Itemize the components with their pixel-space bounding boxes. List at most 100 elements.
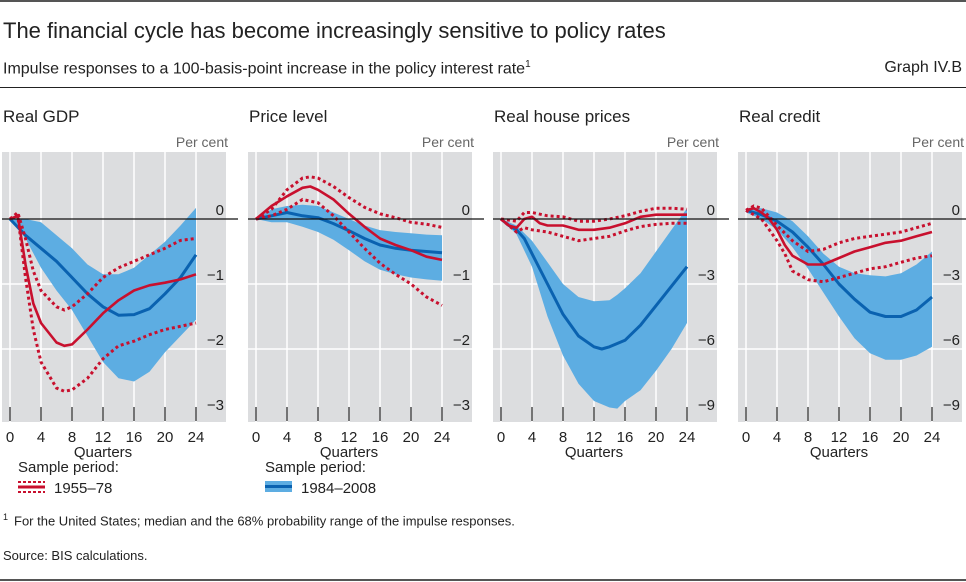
x-tick-label: 24 — [434, 429, 451, 446]
plot-marks — [255, 175, 443, 307]
y-unit-label: Per cent — [667, 134, 719, 150]
bottom-rule — [0, 579, 966, 581]
legend-label: 1955–78 — [54, 480, 112, 497]
x-tick-label: 24 — [924, 429, 941, 446]
footnote: 1 For the United States; median and the 6… — [3, 512, 515, 528]
x-tick-label: 8 — [314, 429, 322, 446]
y-tick-label: 0 — [707, 202, 715, 219]
x-tick-label: 12 — [586, 429, 603, 446]
source-note: Source: BIS calculations. — [3, 548, 148, 563]
y-tick-label: −3 — [207, 397, 224, 414]
graph-id: Graph IV.B — [884, 59, 962, 76]
range-line-1955-78 — [255, 197, 443, 307]
y-tick-label: −1 — [207, 267, 224, 284]
y-tick-label: −2 — [453, 332, 470, 349]
range-line-1955-78 — [500, 217, 687, 243]
y-tick-label: −9 — [698, 397, 715, 414]
range-line-1955-78 — [745, 204, 933, 254]
x-tick-label: 4 — [37, 429, 45, 446]
x-tick-label: 0 — [252, 429, 260, 446]
x-axis-label: Quarters — [565, 444, 623, 461]
y-tick-label: −3 — [943, 267, 960, 284]
y-unit-label: Per cent — [422, 134, 474, 150]
x-tick-label: 12 — [341, 429, 358, 446]
x-axis-label: Quarters — [320, 444, 378, 461]
footnote-mark: 1 — [3, 512, 9, 522]
range-line-1955-78 — [500, 206, 688, 223]
x-tick-label: 4 — [283, 429, 291, 446]
legend-heading: Sample period: — [265, 459, 366, 476]
panel-real-house-prices: Real house prices Per cent 0 4 8 12 16 20 24 Quar… — [493, 107, 729, 461]
x-axis-label: Quarters — [74, 444, 132, 461]
y-tick-label: −6 — [698, 332, 715, 349]
x-tick-label: 16 — [862, 429, 879, 446]
header-rule — [0, 87, 966, 88]
y-tick-label: 0 — [216, 202, 224, 219]
panel-title: Real GDP — [3, 107, 80, 126]
median-line-1984-2008 — [8, 217, 198, 317]
y-unit-label: Per cent — [176, 134, 228, 150]
x-tick-label: 16 — [372, 429, 389, 446]
x-tick-label: 20 — [893, 429, 910, 446]
chart-subtitle: Impulse responses to a 100-basis-point i… — [3, 59, 531, 78]
y-unit-label: Per cent — [912, 134, 964, 150]
top-rule — [0, 0, 966, 2]
subtitle-text: Impulse responses to a 100-basis-point i… — [3, 60, 526, 78]
median-line-1984-2008 — [745, 208, 933, 318]
y-tick-label: 0 — [952, 202, 960, 219]
panel-title: Real credit — [739, 107, 821, 126]
x-tick-label: 4 — [528, 429, 536, 446]
x-tick-label: 20 — [157, 429, 174, 446]
legend-1955-78: Sample period: 1955–78 — [18, 459, 119, 497]
legend-heading: Sample period: — [18, 459, 119, 476]
median-line-1955-78 — [255, 185, 443, 262]
range-band-1984-2008 — [256, 204, 442, 281]
chart-title: The financial cycle has become increasin… — [3, 18, 666, 43]
range-line-1955-78 — [745, 208, 933, 284]
plot-marks — [745, 204, 933, 360]
x-tick-label: 24 — [188, 429, 205, 446]
x-tick-label: 16 — [617, 429, 634, 446]
x-tick-label: 8 — [559, 429, 567, 446]
legend-label: 1984–2008 — [301, 480, 376, 497]
subtitle-footnote-mark: 1 — [525, 59, 531, 70]
x-tick-label: 12 — [95, 429, 112, 446]
x-tick-label: 0 — [497, 429, 505, 446]
x-tick-label: 24 — [679, 429, 696, 446]
x-tick-label: 12 — [831, 429, 848, 446]
y-tick-label: 0 — [462, 202, 470, 219]
range-band-1984-2008 — [10, 207, 196, 382]
x-tick-label: 20 — [648, 429, 665, 446]
x-tick-label: 20 — [403, 429, 420, 446]
panel-price-level: Price level Per cent 0 4 8 12 16 20 24 Quarters 0 −… — [248, 107, 484, 461]
legend-1984-2008: Sample period: 1984–2008 — [265, 459, 376, 497]
y-tick-label: −1 — [453, 267, 470, 284]
panel-title: Real house prices — [494, 107, 630, 126]
x-tick-label: 16 — [126, 429, 143, 446]
y-tick-label: −2 — [207, 332, 224, 349]
plot-marks — [8, 207, 198, 393]
panel-real-gdp: Real GDP Per cent 0 4 8 12 16 20 24 Quarters 0 −1 −2… — [2, 107, 238, 461]
footnote-text: For the United States; median and the 68… — [14, 513, 515, 529]
x-tick-label: 0 — [6, 429, 14, 446]
range-line-1955-78 — [9, 213, 197, 393]
x-axis-label: Quarters — [810, 444, 868, 461]
y-tick-label: −6 — [943, 332, 960, 349]
y-tick-label: −9 — [943, 397, 960, 414]
plot-area — [248, 152, 472, 422]
range-band-1984-2008 — [501, 208, 687, 409]
median-line-1955-78 — [745, 206, 933, 266]
plot-marks — [500, 206, 689, 409]
x-tick-label: 0 — [742, 429, 750, 446]
y-tick-label: −3 — [453, 397, 470, 414]
x-tick-label: 4 — [773, 429, 781, 446]
panel-title: Price level — [249, 107, 327, 126]
panel-real-credit: Real credit Per cent 0 4 8 12 16 20 24 Quarters 0 −… — [738, 107, 966, 461]
x-tick-label: 8 — [68, 429, 76, 446]
y-tick-label: −3 — [698, 267, 715, 284]
x-tick-label: 8 — [804, 429, 812, 446]
median-line-1955-78 — [9, 214, 197, 348]
median-line-1984-2008 — [500, 217, 689, 351]
median-line-1955-78 — [500, 213, 687, 232]
